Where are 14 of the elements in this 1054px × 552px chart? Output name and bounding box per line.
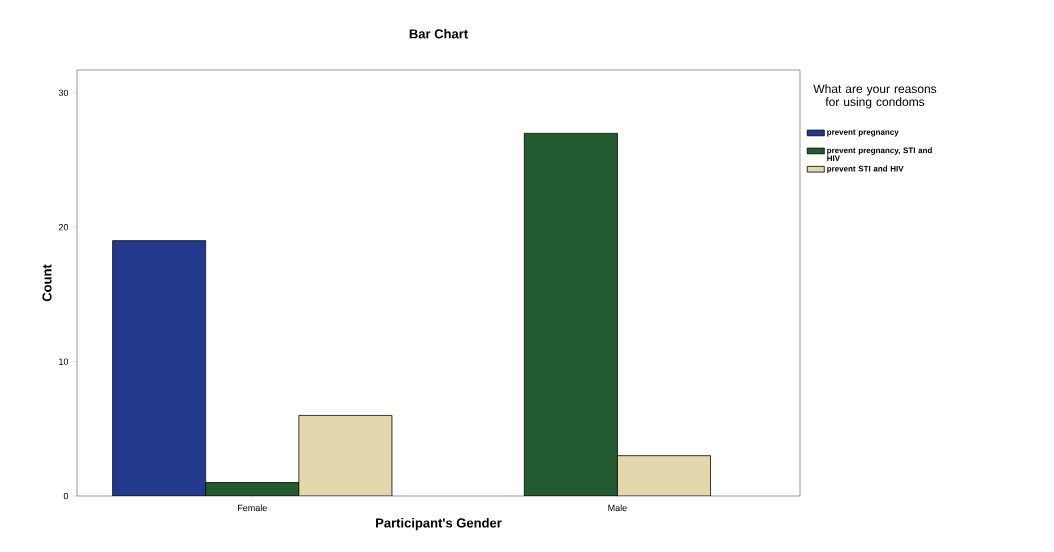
legend-title: What are your reasons for using condoms <box>813 84 937 109</box>
x-tick-label: Male <box>608 504 627 512</box>
y-tick-label: 0 <box>63 492 69 500</box>
y-tick-label: 10 <box>59 358 69 365</box>
legend-label: prevent STI and HIV <box>827 165 904 174</box>
chart-title: Bar Chart <box>409 28 468 39</box>
bar <box>298 414 393 496</box>
x-axis-title: Participant's Gender <box>376 518 502 531</box>
y-tick-label: 20 <box>58 224 69 231</box>
legend-label: prevent pregnancy <box>827 129 899 137</box>
x-tick-label: Female <box>238 504 267 512</box>
bar <box>617 455 711 496</box>
y-axis-title: Count <box>42 264 52 302</box>
y-tick-label: 30 <box>58 89 69 97</box>
